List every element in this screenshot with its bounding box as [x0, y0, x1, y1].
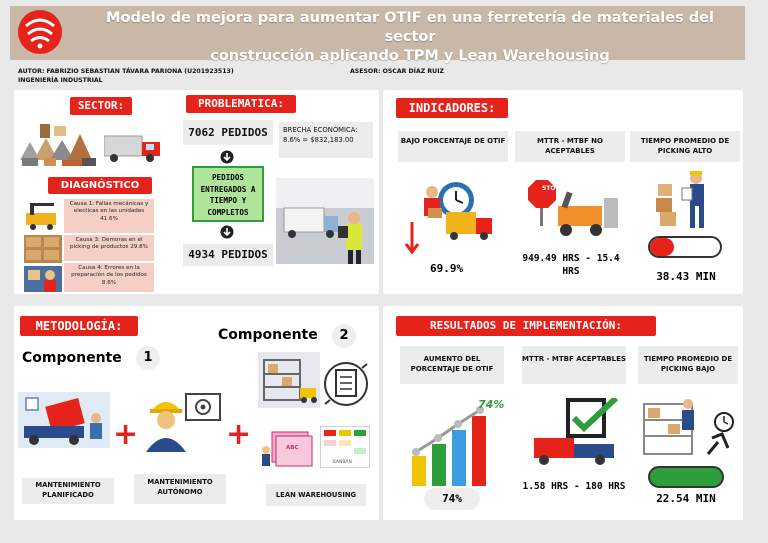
otif-definition-box: PEDIDOS ENTREGADOS A TIEMPO Y COMPLETOS	[192, 166, 264, 222]
broken-crane-icon	[24, 199, 62, 231]
mttr-result-value: 1.58 HRS - 180 HRS	[522, 481, 626, 492]
componente1-number: 1	[136, 346, 160, 370]
picking-bajo-label: TIEMPO PROMEDIO DE PICKING BAJO	[638, 346, 738, 384]
header-banner	[10, 6, 745, 60]
componente1-label: Componente	[22, 350, 122, 366]
mttr-no-aceptable-label: MTTR - MTBF NO ACEPTABLES	[515, 131, 625, 162]
causa3-text: Causa 3: Demoras en el picking de produc…	[64, 235, 154, 261]
metodologia-tag: METODOLOGÍA:	[20, 316, 138, 336]
author-text: AUTOR: FABRIZIO SEBASTIAN TÁVARA PARIONA…	[18, 68, 234, 75]
truck-icon	[104, 134, 162, 164]
late-delivery-illustration	[404, 172, 496, 258]
brecha-economica: BRECHA ECONÓMICA: 8.6% = $832,183.00	[279, 122, 373, 158]
approved-machine-illustration	[528, 398, 624, 470]
problematica-tag: PROBLEMATICA:	[186, 95, 296, 113]
warehouse-picking-icon	[24, 235, 62, 263]
plus-icon-2: +	[226, 417, 252, 452]
checklist-cycle-icon	[322, 358, 370, 410]
otif-badge: 74%	[478, 398, 505, 411]
picking-progress-bar-low	[648, 466, 724, 488]
otif-growth-chart-illustration	[406, 398, 502, 490]
stop-sign-label: STOP	[542, 185, 560, 192]
sector-tag: SECTOR:	[70, 97, 132, 115]
indicadores-tag: INDICADORES:	[396, 98, 508, 118]
diagnostico-tag: DIAGNÓSTICO	[48, 177, 152, 194]
mantenimiento-planificado-label: MANTENIMIENTO PLANIFICADO	[22, 478, 114, 504]
abc-files-illustration	[258, 428, 314, 472]
pedidos-total: 7062 PEDIDOS	[183, 120, 273, 145]
picking-result-value: 22.54 MIN	[656, 492, 716, 505]
kanban-board-illustration	[320, 426, 370, 468]
componente2-number: 2	[332, 324, 356, 348]
mttr-aceptable-label: MTTR - MTBF ACEPTABLES	[522, 346, 626, 384]
otif-value: 69.9%	[430, 262, 464, 275]
fast-picking-illustration	[642, 398, 738, 460]
warehouse-worker-photo	[276, 178, 374, 264]
bajo-otif-label: BAJO PORCENTAJE DE OTIF	[398, 131, 508, 162]
lean-warehousing-label: LEAN WAREHOUSING	[266, 484, 366, 506]
order-error-icon	[24, 266, 62, 292]
picking-value: 38.43 MIN	[656, 270, 716, 283]
planned-maintenance-illustration	[18, 392, 110, 448]
picking-progress-bar-high	[648, 236, 722, 258]
warehouse-racks-illustration	[258, 352, 320, 408]
advisor-text: ASESOR: OSCAR DÍAZ RUIZ	[350, 68, 444, 75]
resultados-tag: RESULTADOS DE IMPLEMENTACIÓN:	[396, 316, 656, 336]
picking-alto-label: TIEMPO PROMEDIO DE PICKING ALTO	[630, 131, 740, 162]
otif-result-value: 74%	[424, 488, 480, 510]
componente2-label: Componente	[218, 327, 318, 343]
pedidos-ok: 4934 PEDIDOS	[183, 244, 273, 266]
arrow-down-icon	[220, 150, 234, 164]
causa4-text: Causa 4: Errores en la preparación de lo…	[64, 263, 154, 292]
arrow-down-icon-2	[220, 225, 234, 239]
kanban-label: KANBAN	[333, 460, 352, 465]
plus-icon-1: +	[113, 417, 139, 452]
broken-machine-illustration	[520, 178, 622, 246]
causa1-text: Causa 1: Fallas mecánicas y electicas en…	[64, 199, 154, 233]
page-title: Modelo de mejora para aumentar OTIF en u…	[106, 10, 714, 64]
picking-worker-illustration	[652, 168, 716, 232]
mantenimiento-autonomo-label: MANTENIMIENTO AUTÓNOMO	[134, 474, 226, 504]
career-text: INGENIERÍA INDUSTRIAL	[18, 77, 103, 84]
construction-materials-image	[20, 120, 98, 168]
mttr-value: 949.49 HRS - 15.4 HRS	[522, 253, 620, 277]
aumento-otif-label: AUMENTO DEL PORCENTAJE DE OTIF	[400, 346, 504, 384]
university-logo	[16, 8, 64, 56]
abc-label: ABC	[286, 445, 299, 451]
autonomous-maintenance-illustration	[140, 388, 224, 454]
